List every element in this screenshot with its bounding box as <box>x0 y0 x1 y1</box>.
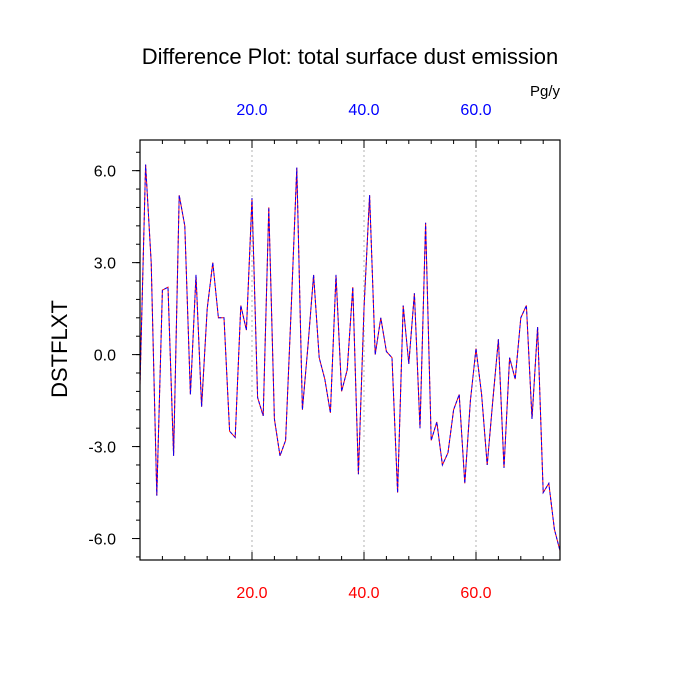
plot-frame <box>139 139 561 561</box>
series-line-dashed <box>139 164 561 551</box>
x-tick-label-top: 20.0 <box>236 102 267 119</box>
data-series <box>139 164 561 551</box>
x-tick-label-bottom: 20.0 <box>236 585 267 602</box>
y-axis-label: DSTFLXT <box>47 300 72 398</box>
y-tick-label: -6.0 <box>88 532 116 549</box>
y-tick-label: 3.0 <box>94 256 116 273</box>
grid-lines <box>251 140 477 560</box>
x-tick-label-top: 40.0 <box>348 102 379 119</box>
chart-title: Difference Plot: total surface dust emis… <box>142 44 559 69</box>
y-tick-label: 6.0 <box>94 164 116 181</box>
y-tick-label: 0.0 <box>94 348 116 365</box>
units-label: Pg/y <box>530 83 561 100</box>
y-tick-label: -3.0 <box>88 440 116 457</box>
x-tick-label-top: 60.0 <box>460 102 491 119</box>
x-tick-label-bottom: 60.0 <box>460 585 491 602</box>
series-line-solid <box>139 164 561 551</box>
x-tick-label-bottom: 40.0 <box>348 585 379 602</box>
axes <box>132 140 544 560</box>
tick-labels: 20.0 20.0 40.0 40.0 60.0 60.0 6.0 3.0 0.0 -3.0 -6.… <box>88 102 491 602</box>
